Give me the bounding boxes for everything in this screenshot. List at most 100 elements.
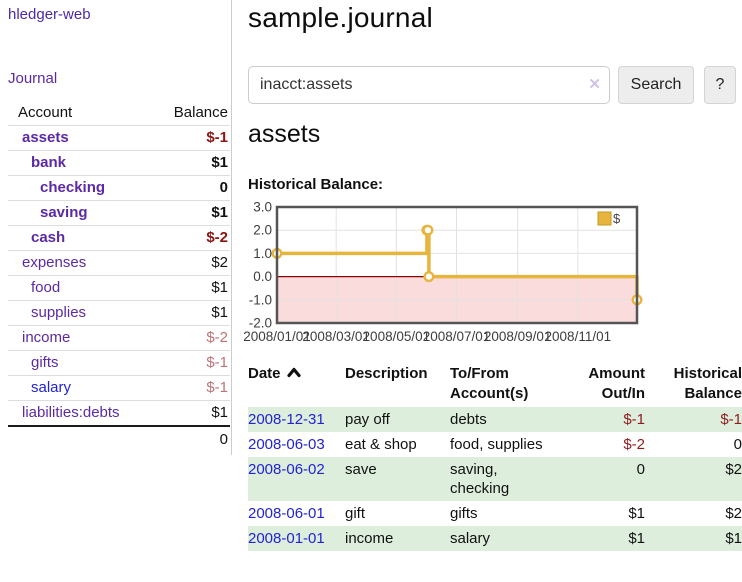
account-link[interactable]: liabilities:debts (22, 404, 120, 421)
account-balance: $-1 (147, 375, 230, 401)
svg-text:2008/11/01: 2008/11/01 (545, 329, 612, 344)
account-balance: $-1 (147, 350, 230, 376)
transaction-date-link[interactable]: 2008-06-03 (248, 436, 325, 453)
account-row: gifts $-1 (8, 350, 230, 376)
transaction-description: gift (345, 505, 366, 522)
register-header-amount-line2: Out/In (601, 385, 645, 402)
account-balance: $1 (147, 150, 230, 176)
transaction-balance: $1 (645, 526, 742, 551)
accounts-header-balance: Balance (173, 104, 228, 121)
account-row: food $1 (8, 275, 230, 301)
account-link[interactable]: supplies (31, 304, 87, 321)
transaction-date-link[interactable]: 2008-12-31 (248, 411, 325, 428)
transaction-balance: $2 (645, 457, 742, 501)
register-header-date-label: Date (248, 365, 281, 382)
account-row: assets $-1 (8, 125, 230, 151)
transaction-description: save (345, 457, 450, 501)
register-header-balance-line1: Historical (673, 365, 742, 382)
sidebar: hledger-web Journal Account Balance asse… (0, 0, 232, 582)
register-row: 2008-12-31 pay off debts $-1 $-1 (248, 407, 742, 432)
account-link[interactable]: cash (31, 229, 66, 246)
transaction-date-link[interactable]: 2008-06-01 (248, 505, 325, 522)
register-header-amount-line1: Amount (588, 365, 645, 382)
account-balance: $1 (147, 300, 230, 326)
transaction-accounts: debts (450, 407, 568, 432)
register-header-tofrom: To/From Account(s) (450, 362, 568, 407)
account-link[interactable]: gifts (31, 354, 59, 371)
account-row: saving $1 (8, 200, 230, 226)
transaction-description: income (345, 526, 450, 551)
account-row: liabilities:debts $1 (8, 400, 230, 426)
register-header-tofrom-line2: Account(s) (450, 385, 529, 402)
account-heading: assets (248, 120, 321, 148)
account-row: supplies $1 (8, 300, 230, 326)
account-row: income $-2 (8, 325, 230, 351)
account-row: expenses $2 (8, 250, 230, 276)
transaction-accounts: food, supplies (450, 436, 543, 453)
svg-text:2008/09/01: 2008/09/01 (484, 329, 552, 344)
account-balance: $-2 (147, 325, 230, 351)
search-input[interactable] (248, 66, 610, 104)
svg-text:1.0: 1.0 (253, 246, 272, 261)
transaction-description: eat & shop (345, 436, 417, 453)
register-table: Date Description To/From Account(s) Amou… (248, 362, 742, 551)
account-balance: $2 (147, 250, 230, 276)
search-button[interactable]: Search (618, 66, 694, 104)
account-link[interactable]: food (31, 279, 61, 296)
account-link[interactable]: expenses (22, 254, 87, 271)
account-link[interactable]: checking (40, 179, 106, 196)
historical-balance-chart: 3.0 2.0 1.0 0.0 -1.0 -2.0 2008/01/01 2008/03/01… (240, 199, 742, 349)
svg-text:3.0: 3.0 (253, 200, 272, 215)
account-balance: $1 (147, 400, 230, 426)
transaction-balance: 0 (733, 436, 742, 453)
transaction-accounts: saving, checking (450, 457, 568, 501)
accounts-total-row: 0 (8, 425, 230, 452)
transaction-description: pay off (345, 407, 450, 432)
transaction-balance: $-1 (645, 407, 742, 432)
chart-title: Historical Balance: (248, 176, 384, 193)
account-balance: $-2 (147, 225, 230, 251)
register-header-balance-line2: Balance (684, 385, 742, 402)
account-link[interactable]: bank (31, 154, 67, 171)
clear-search-icon[interactable]: ✕ (588, 76, 601, 93)
transaction-balance: $2 (725, 505, 742, 522)
register-row: 2008-06-03 eat & shop food, supplies $-2 0 (248, 432, 742, 457)
register-header-description: Description (345, 365, 428, 382)
account-row: bank $1 (8, 150, 230, 176)
register-header-date[interactable]: Date (248, 362, 345, 407)
help-button[interactable]: ? (704, 66, 736, 104)
register-row: 2008-06-01 gift gifts $1 $2 (248, 501, 742, 526)
transaction-date-link[interactable]: 2008-06-02 (248, 461, 325, 478)
svg-text:2008/05/01: 2008/05/01 (363, 329, 431, 344)
transaction-amount: $-2 (623, 436, 645, 453)
transaction-amount: 0 (568, 457, 645, 501)
account-balance: $-1 (147, 125, 230, 151)
svg-text:$: $ (613, 211, 621, 226)
account-balance: $1 (147, 275, 230, 301)
svg-text:-1.0: -1.0 (249, 292, 272, 307)
accounts-header-account: Account (18, 104, 73, 121)
register-header-balance: Historical Balance (645, 362, 742, 407)
account-link[interactable]: salary (31, 379, 72, 396)
svg-text:2008/01/01: 2008/01/01 (243, 329, 311, 344)
svg-text:2008/03/01: 2008/03/01 (302, 329, 370, 344)
svg-text:-2.0: -2.0 (249, 316, 272, 331)
app-title-link[interactable]: hledger-web (8, 6, 91, 23)
account-link[interactable]: saving (40, 204, 88, 221)
svg-text:0.0: 0.0 (253, 269, 272, 284)
transaction-amount: $1 (628, 505, 645, 522)
transaction-accounts: salary (450, 526, 568, 551)
accounts-table: Account Balance assets $-1 bank $1 checking 0… (8, 101, 230, 452)
svg-text:2008/07/01: 2008/07/01 (423, 329, 491, 344)
account-link[interactable]: assets (22, 129, 69, 146)
transaction-amount: $1 (568, 526, 645, 551)
register-header-amount: Amount Out/In (568, 362, 645, 407)
accounts-total-value: 0 (8, 425, 230, 452)
account-link[interactable]: income (22, 329, 71, 346)
sidebar-item-journal[interactable]: Journal (8, 70, 58, 87)
account-row: cash $-2 (8, 225, 230, 251)
chart-canvas: 3.0 2.0 1.0 0.0 -1.0 -2.02008/01/012008/03/01… (243, 200, 643, 344)
transaction-date-link[interactable]: 2008-01-01 (248, 530, 325, 547)
search-form: ✕ Search ? (248, 66, 736, 104)
register-row: 2008-01-01 income salary $1 $1 (248, 526, 742, 551)
